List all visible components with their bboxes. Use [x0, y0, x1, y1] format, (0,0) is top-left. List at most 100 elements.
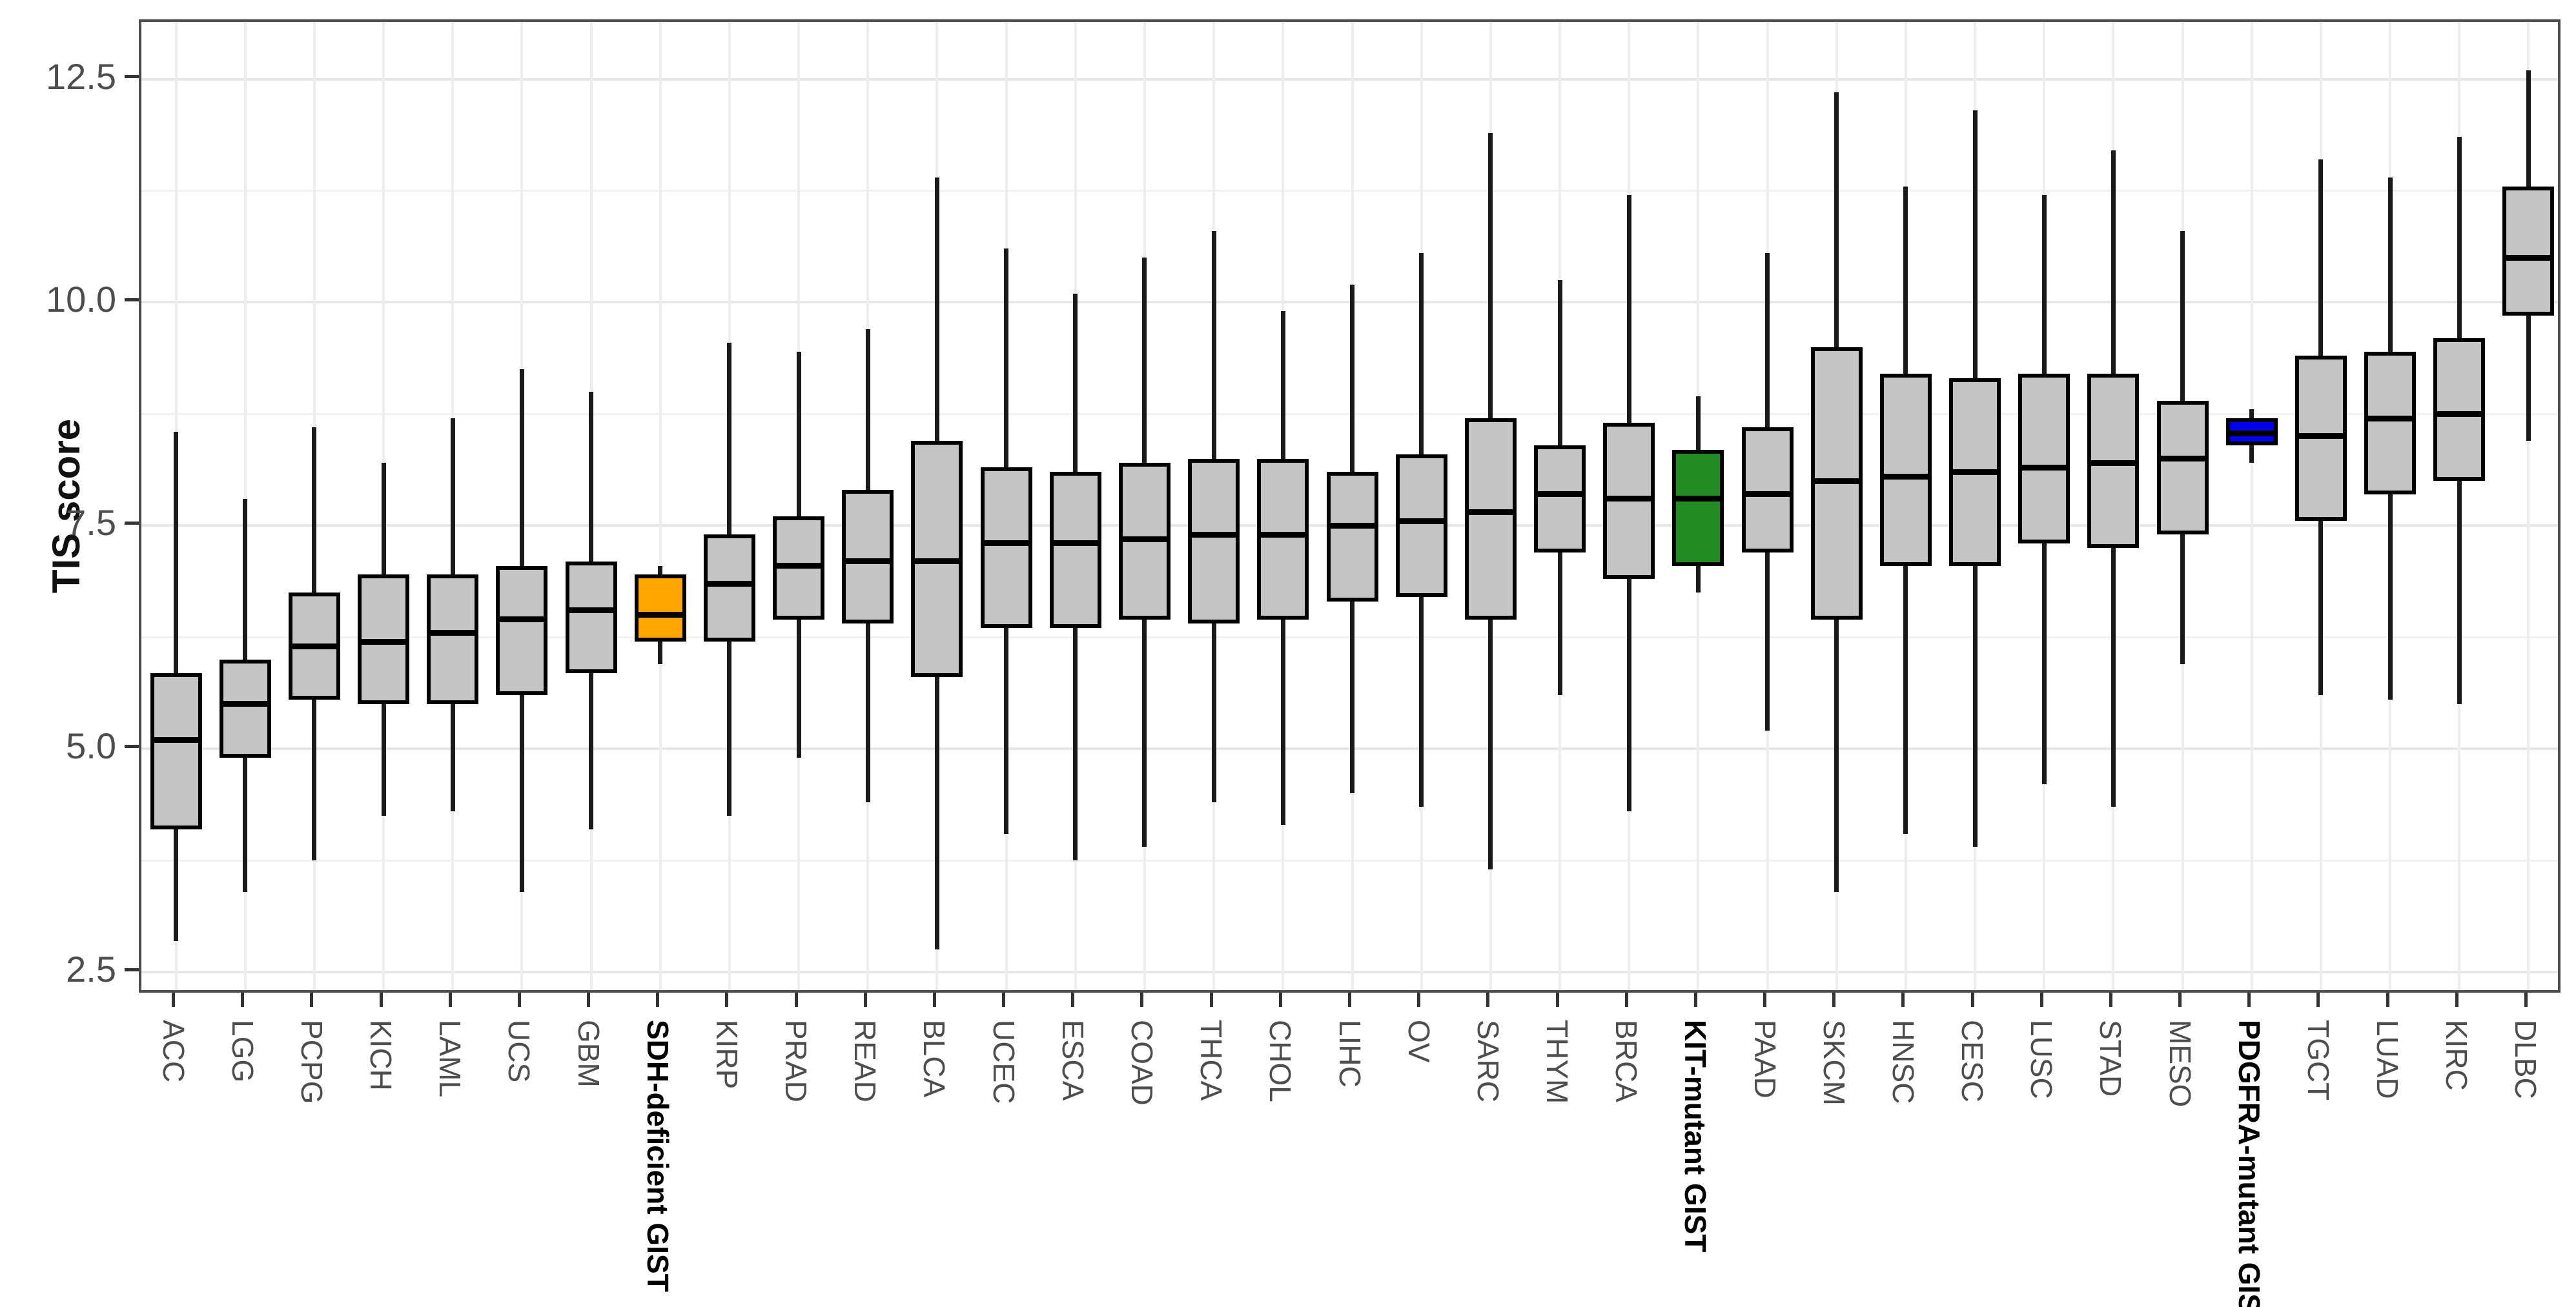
median-line: [844, 558, 892, 565]
x-tick-label: SKCM: [1817, 1020, 1851, 1106]
x-axis-tick: [1002, 993, 1006, 1007]
x-axis-tick: [1278, 993, 1282, 1007]
x-axis-tick: [2455, 993, 2458, 1007]
x-tick-label: LGG: [225, 1020, 260, 1083]
gridline-minor: [141, 412, 2558, 415]
x-tick-label: UCEC: [986, 1020, 1021, 1104]
median-line: [1191, 531, 1238, 538]
x-tick-label: LUSC: [2025, 1020, 2059, 1099]
median-line: [1952, 469, 1999, 475]
y-tick-label: 12.5: [46, 56, 116, 97]
x-axis-tick: [1209, 993, 1213, 1007]
x-tick-label: THCA: [1194, 1020, 1229, 1101]
y-axis-tick: [125, 744, 139, 748]
median-line: [637, 612, 684, 618]
x-tick-label: ESCA: [1056, 1020, 1090, 1101]
y-axis-tick: [125, 521, 139, 525]
boxplot-box-sarc: [1464, 418, 1517, 620]
y-tick-label: 10.0: [46, 279, 116, 320]
gridline-major: [141, 747, 2558, 751]
x-tick-label: LIHC: [1333, 1020, 1367, 1088]
boxplot-box-kit-mutant-gist: [1672, 449, 1724, 566]
boxplot-box-lihc: [1326, 472, 1378, 602]
median-line: [1052, 540, 1099, 547]
x-tick-label: PDGFRA-mutant GIST: [2232, 1020, 2266, 1307]
boxplot-box-laml: [427, 574, 479, 704]
x-tick-label: TGCT: [2301, 1020, 2335, 1101]
median-line: [1329, 522, 1376, 529]
y-tick-label: 7.5: [66, 502, 116, 543]
boxplot-box-dlbc: [2502, 186, 2555, 316]
boxplot-box-gbm: [565, 561, 617, 673]
median-line: [2367, 415, 2414, 421]
median-line: [1606, 496, 1653, 502]
median-line: [1398, 518, 1445, 524]
gridline-minor: [141, 636, 2558, 638]
x-axis-tick: [2178, 993, 2182, 1007]
median-line: [1882, 473, 1929, 480]
x-axis-tick: [1693, 993, 1697, 1007]
gridline-vertical: [2250, 22, 2253, 990]
median-line: [221, 701, 269, 707]
boxplot-box-thym: [1534, 445, 1586, 552]
median-line: [1744, 491, 1791, 498]
x-tick-label: LAML: [433, 1020, 467, 1098]
x-tick-label: PCPG: [294, 1020, 329, 1104]
median-line: [1467, 509, 1514, 516]
x-axis-tick: [1555, 993, 1559, 1007]
x-tick-label: CESC: [1956, 1020, 1990, 1102]
median-line: [291, 643, 338, 649]
x-tick-label: UCS: [502, 1020, 537, 1083]
x-axis-tick: [448, 993, 452, 1007]
x-axis-tick: [172, 993, 176, 1007]
boxplot-box-sdh-deficient-gist: [634, 574, 686, 642]
median-line: [1260, 531, 1307, 538]
x-tick-label: SDH-deficient GIST: [640, 1020, 675, 1292]
x-tick-label: LUAD: [2371, 1020, 2405, 1099]
x-axis-tick: [1348, 993, 1351, 1007]
boxplot-box-kirp: [703, 534, 755, 642]
x-tick-label: OV: [1402, 1020, 1436, 1063]
boxplot-box-paad: [1741, 427, 1794, 552]
x-axis-tick: [2247, 993, 2251, 1007]
median-line: [914, 558, 961, 565]
x-axis-tick: [1832, 993, 1836, 1007]
gridline-vertical: [659, 22, 662, 990]
median-line: [2297, 433, 2344, 440]
gridline-major: [141, 301, 2558, 304]
median-line: [360, 638, 407, 645]
y-axis-tick: [125, 75, 139, 79]
boxplot-box-meso: [2156, 400, 2209, 535]
y-axis-tick: [125, 968, 139, 971]
x-axis-tick: [2316, 993, 2320, 1007]
x-axis-tick: [379, 993, 383, 1007]
boxplot-box-lusc: [2018, 374, 2070, 543]
median-line: [429, 629, 476, 636]
x-axis-tick: [794, 993, 798, 1007]
x-axis-tick: [2039, 993, 2043, 1007]
boxplot-box-hnsc: [1879, 374, 1932, 566]
median-line: [1813, 478, 1860, 484]
x-tick-label: MESO: [2163, 1020, 2197, 1108]
median-line: [706, 580, 753, 587]
plot-area: [139, 19, 2561, 993]
x-tick-label: KIRP: [710, 1020, 744, 1089]
x-axis-tick: [1624, 993, 1628, 1007]
median-line: [2436, 410, 2483, 417]
x-axis-tick: [517, 993, 521, 1007]
x-tick-label: KIRC: [2440, 1020, 2474, 1091]
y-tick-label: 5.0: [66, 725, 116, 767]
x-axis-tick: [310, 993, 314, 1007]
gridline-major: [141, 77, 2558, 81]
x-tick-label: READ: [848, 1020, 883, 1102]
x-tick-label: ACC: [156, 1020, 190, 1083]
median-line: [1675, 496, 1722, 502]
x-axis-tick: [1763, 993, 1767, 1007]
median-line: [2021, 464, 2068, 471]
x-axis-tick: [1417, 993, 1421, 1007]
boxplot-box-chol: [1257, 458, 1309, 620]
boxplot-box-thca: [1188, 458, 1240, 624]
gridline-vertical: [2527, 22, 2530, 990]
x-tick-label: HNSC: [1886, 1020, 1920, 1104]
